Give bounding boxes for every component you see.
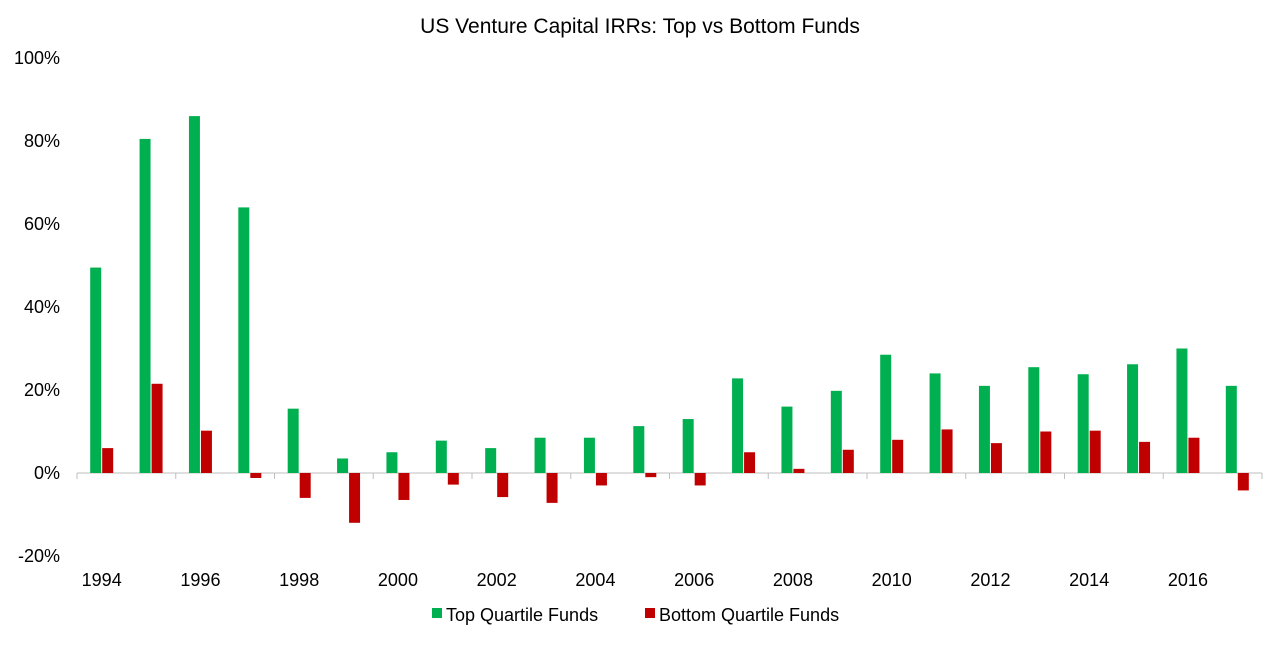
y-tick-label: 20% — [24, 380, 60, 400]
bar-top-quartile-1997 — [238, 207, 250, 473]
bar-bottom-quartile-2003 — [546, 473, 558, 503]
bar-top-quartile-2017 — [1225, 385, 1237, 473]
bar-bottom-quartile-2016 — [1188, 437, 1200, 473]
bar-top-quartile-2002 — [485, 448, 497, 473]
bars — [90, 116, 1249, 523]
bar-bottom-quartile-2011 — [941, 429, 953, 473]
bar-top-quartile-2007 — [732, 378, 744, 473]
x-tick-label: 1994 — [82, 570, 122, 590]
y-tick-label: 0% — [34, 463, 60, 483]
x-tick-label: 2016 — [1168, 570, 1208, 590]
bar-bottom-quartile-2005 — [645, 473, 657, 478]
x-tick-label: 1998 — [279, 570, 319, 590]
y-tick-label: 80% — [24, 131, 60, 151]
y-tick-label: -20% — [18, 546, 60, 566]
y-tick-label: 60% — [24, 214, 60, 234]
y-tick-label: 40% — [24, 297, 60, 317]
bar-top-quartile-1999 — [337, 458, 349, 473]
bar-bottom-quartile-2001 — [447, 473, 459, 485]
bar-bottom-quartile-2002 — [497, 473, 509, 498]
bar-bottom-quartile-2014 — [1089, 430, 1101, 473]
bar-bottom-quartile-2015 — [1139, 441, 1151, 473]
bar-bottom-quartile-1998 — [299, 473, 311, 498]
bar-bottom-quartile-1999 — [349, 473, 361, 523]
x-tick-label: 2014 — [1069, 570, 1109, 590]
bar-top-quartile-1996 — [188, 116, 200, 473]
bar-top-quartile-2008 — [781, 406, 793, 473]
x-tick-label: 2010 — [872, 570, 912, 590]
x-tick-label: 2006 — [674, 570, 714, 590]
legend-swatch-top — [432, 608, 442, 618]
y-axis: -20% 0% 20% 40% 60% 80% 100% — [14, 48, 60, 566]
bar-bottom-quartile-1997 — [250, 473, 262, 478]
bar-top-quartile-2005 — [633, 426, 645, 473]
bar-top-quartile-2000 — [386, 452, 398, 473]
bar-bottom-quartile-2017 — [1237, 473, 1249, 491]
chart-title: US Venture Capital IRRs: Top vs Bottom F… — [420, 15, 860, 38]
bar-top-quartile-2009 — [830, 390, 842, 473]
bar-top-quartile-1998 — [287, 408, 299, 473]
bar-top-quartile-2013 — [1028, 367, 1040, 473]
bar-bottom-quartile-1994 — [102, 448, 114, 473]
bar-bottom-quartile-2004 — [595, 473, 607, 486]
bar-top-quartile-2016 — [1176, 348, 1188, 473]
legend: Top Quartile Funds Bottom Quartile Funds — [432, 605, 839, 625]
bar-top-quartile-2011 — [929, 373, 941, 473]
bar-top-quartile-2004 — [583, 437, 595, 473]
bar-bottom-quartile-2008 — [793, 468, 805, 473]
legend-swatch-bottom — [645, 608, 655, 618]
x-tick-label: 2002 — [477, 570, 517, 590]
bar-bottom-quartile-2010 — [892, 439, 904, 473]
x-tick-label: 2008 — [773, 570, 813, 590]
bar-top-quartile-2014 — [1077, 374, 1089, 473]
bar-top-quartile-2006 — [682, 419, 694, 473]
x-tick-label: 2000 — [378, 570, 418, 590]
x-tick-label: 1996 — [180, 570, 220, 590]
bar-top-quartile-2003 — [534, 437, 546, 473]
bar-bottom-quartile-2009 — [842, 449, 854, 473]
bar-bottom-quartile-1995 — [151, 383, 163, 473]
bar-top-quartile-2010 — [880, 354, 892, 473]
bar-top-quartile-1995 — [139, 138, 151, 474]
bar-bottom-quartile-2006 — [694, 473, 706, 486]
y-tick-label: 100% — [14, 48, 60, 68]
x-tick-label: 2012 — [970, 570, 1010, 590]
bar-bottom-quartile-1996 — [200, 430, 212, 473]
bar-top-quartile-2015 — [1127, 364, 1139, 473]
x-axis: 1994 1996 1998 2000 2002 2004 2006 2008 2010 2012… — [76, 472, 1263, 590]
bar-top-quartile-2012 — [978, 385, 990, 473]
legend-label-bottom: Bottom Quartile Funds — [659, 605, 839, 625]
bar-top-quartile-1994 — [90, 267, 102, 473]
x-tick-label: 2004 — [575, 570, 615, 590]
bar-bottom-quartile-2013 — [1040, 431, 1052, 473]
bar-top-quartile-2001 — [435, 440, 447, 473]
bar-bottom-quartile-2007 — [744, 452, 756, 473]
bar-bottom-quartile-2012 — [990, 443, 1002, 473]
legend-label-top: Top Quartile Funds — [446, 605, 598, 625]
bar-bottom-quartile-2000 — [398, 473, 410, 500]
